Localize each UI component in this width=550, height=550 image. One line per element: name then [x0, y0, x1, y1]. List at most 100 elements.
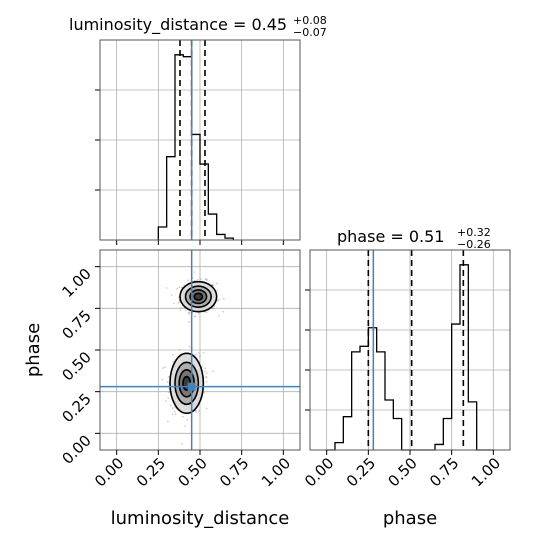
- truth-marker: [187, 382, 196, 391]
- scatter-xtick-label-4: 1.00: [258, 454, 294, 490]
- scatter-point: [194, 315, 197, 318]
- scatter-point: [162, 367, 164, 369]
- scatter-point: [197, 352, 200, 354]
- scatter-point: [188, 311, 191, 314]
- scatter-point: [181, 442, 183, 445]
- scatter-point: [205, 278, 208, 281]
- phase-hist-xtick-label-3: 0.75: [426, 454, 462, 490]
- scatter-point: [186, 279, 189, 282]
- phase-title-sup: +0.32: [457, 226, 491, 239]
- scatter-point: [178, 348, 181, 351]
- scatter-point: [184, 425, 187, 427]
- scatter-point: [178, 286, 181, 289]
- y-axis-label-phase: phase: [23, 323, 44, 377]
- scatter-ytick-label-2: 0.50: [58, 348, 94, 384]
- scatter-ytick-label-4: 1.00: [58, 265, 94, 301]
- scatter-point: [188, 313, 190, 315]
- scatter-point: [172, 360, 175, 363]
- scatter-point: [218, 315, 220, 317]
- scatter-point: [165, 400, 167, 402]
- phase-title-sub: −0.26: [457, 238, 491, 251]
- scatter-point: [195, 353, 197, 356]
- contour-1-0: [169, 352, 205, 415]
- scatter-ytick-label-3: 0.75: [58, 306, 94, 342]
- scatter-point: [196, 278, 199, 281]
- contour-0-3: [193, 292, 204, 301]
- scatter-point: [188, 311, 190, 314]
- scatter-point: [205, 375, 208, 378]
- scatter-point: [204, 278, 207, 281]
- scatter-point: [188, 321, 190, 323]
- scatter-ytick-label-1: 0.25: [58, 390, 94, 426]
- scatter-point: [206, 279, 208, 282]
- scatter-point: [167, 376, 170, 378]
- phase-hist-xtick-label-4: 1.00: [468, 454, 504, 490]
- scatter-point: [184, 309, 187, 312]
- phase-hist-xtick-label-2: 0.50: [384, 454, 420, 490]
- scatter-point: [166, 381, 169, 383]
- contour-0-1: [184, 285, 212, 308]
- scatter-point: [167, 391, 170, 394]
- x-axis-label-luminosity-distance: luminosity_distance: [111, 508, 290, 529]
- scatter-point: [222, 297, 225, 300]
- scatter-point: [181, 415, 184, 418]
- scatter-point: [171, 413, 174, 416]
- phase-title: phase = 0.51: [337, 227, 444, 246]
- scatter-point: [171, 407, 174, 410]
- scatter-xtick-label-0: 0.00: [91, 454, 127, 490]
- scatter-point: [216, 282, 219, 285]
- scatter-point: [222, 310, 225, 313]
- scatter-xtick-label-1: 0.25: [133, 454, 169, 490]
- scatter-point: [197, 312, 200, 315]
- scatter-point: [205, 311, 208, 314]
- scatter-point: [173, 410, 176, 413]
- scatter-ytick-label-0: 0.00: [58, 431, 94, 467]
- scatter-point: [205, 407, 208, 410]
- scatter-point: [195, 411, 198, 413]
- luminosity-distance-title-sub: −0.07: [293, 26, 327, 39]
- scatter-xtick-label-2: 0.50: [174, 454, 210, 490]
- scatter-point: [212, 284, 214, 286]
- ld-hist-frame: [99, 39, 301, 241]
- scatter-point: [186, 418, 189, 421]
- scatter-point: [216, 289, 219, 292]
- contour-1-1: [174, 361, 200, 406]
- scatter-point: [161, 378, 164, 381]
- luminosity-distance-title: luminosity_distance = 0.45: [69, 15, 287, 35]
- phase-hist-xtick-label-0: 0.00: [301, 454, 337, 490]
- scatter-point: [212, 307, 215, 310]
- scatter-point: [170, 294, 173, 296]
- scatter-point: [176, 287, 179, 290]
- scatter-point: [179, 309, 182, 312]
- contour-0-0: [179, 280, 218, 313]
- scatter-point: [163, 366, 166, 368]
- scatter-point: [203, 391, 206, 394]
- phase-hist-bars: [326, 264, 494, 451]
- scatter-point: [203, 370, 206, 373]
- scatter-point: [177, 302, 180, 304]
- scatter-point: [193, 271, 196, 273]
- luminosity-distance-title-sup: +0.08: [293, 14, 327, 27]
- scatter-point: [205, 372, 208, 375]
- scatter-point: [198, 410, 200, 412]
- scatter-point: [204, 367, 207, 370]
- x-axis-label-phase: phase: [383, 508, 437, 529]
- scatter-point: [165, 287, 168, 289]
- scatter-point: [199, 355, 201, 358]
- scatter-point: [201, 365, 204, 368]
- contour-0-2: [189, 289, 208, 305]
- scatter-point: [188, 345, 191, 348]
- scatter-point: [169, 404, 172, 407]
- density-fill-0-3: [194, 293, 203, 301]
- scatter-point: [166, 420, 169, 423]
- scatter-xtick-label-3: 0.75: [216, 454, 252, 490]
- scatter-point: [205, 376, 208, 379]
- scatter-point: [212, 370, 214, 373]
- ld-hist-bars: [157, 54, 234, 240]
- scatter-point: [167, 397, 170, 400]
- scatter-point: [193, 315, 196, 318]
- scatter-point: [216, 300, 219, 302]
- scatter-point: [171, 353, 174, 356]
- scatter-point: [199, 278, 202, 281]
